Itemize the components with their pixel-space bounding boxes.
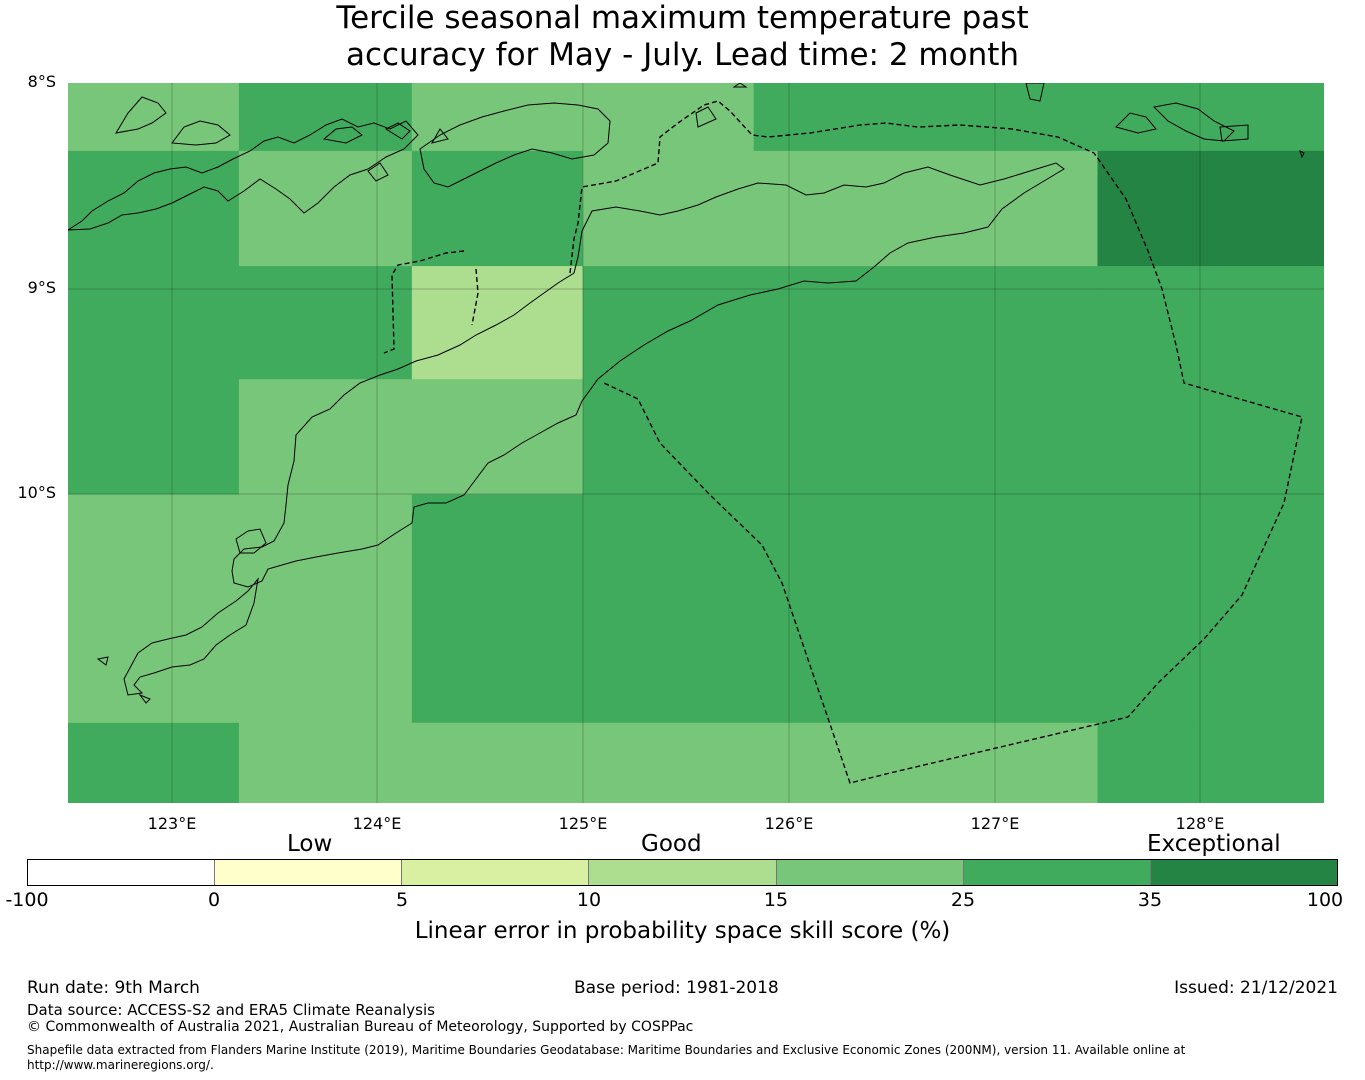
skill-cell (1097, 379, 1324, 495)
colorbar (27, 859, 1338, 886)
skill-cell (582, 494, 755, 724)
skill-cell (238, 266, 413, 380)
skill-cell (1097, 150, 1324, 267)
colorbar-tick: -100 (5, 889, 49, 911)
skill-cell (68, 494, 240, 724)
lon-label-124e: 124°E (352, 814, 402, 833)
skill-cell (926, 83, 1099, 152)
coastlines (68, 83, 1305, 704)
skill-cell (1097, 266, 1324, 380)
lon-label-127e: 127°E (970, 814, 1020, 833)
colorbar-tick: 5 (395, 889, 409, 911)
skill-cell (1097, 494, 1324, 724)
skill-cell (411, 83, 584, 152)
skill-cell (411, 494, 584, 724)
colorbar-segment (1150, 860, 1337, 885)
colorbar-tick: 100 (1306, 889, 1344, 911)
lon-label-126e: 126°E (764, 814, 814, 833)
skill-cell (753, 150, 928, 267)
skill-cell (582, 266, 755, 380)
skill-map (68, 83, 1324, 803)
colorbar-tick: 15 (763, 889, 789, 911)
colorbar-label: Linear error in probability space skill … (414, 918, 951, 944)
lon-label-123e: 123°E (147, 814, 197, 833)
skill-cell (753, 494, 928, 724)
skill-cell (238, 722, 413, 803)
data-source: Data source: ACCESS-S2 and ERA5 Climate … (27, 1001, 435, 1019)
shapefile-credit-line-2: http://www.marineregions.org/. (27, 1058, 214, 1072)
colorbar-segment (963, 860, 1151, 885)
skill-cell (68, 722, 240, 803)
legend-category-exceptional: Exceptional (1147, 831, 1281, 857)
skill-cell (411, 722, 584, 803)
skill-cell (753, 266, 928, 380)
skill-cell (582, 150, 755, 267)
skill-cell (1097, 722, 1324, 803)
legend-category-low: Low (287, 831, 333, 857)
skill-cell (68, 379, 240, 495)
skill-cell (411, 150, 584, 267)
lat-label-8s: 8°S (27, 72, 56, 91)
colorbar-segment (402, 860, 590, 885)
skill-cell (753, 379, 928, 495)
skill-cell (926, 722, 1099, 803)
skill-cell (926, 150, 1099, 267)
skill-cell (238, 379, 413, 495)
skill-cell (753, 722, 928, 803)
legend-category-good: Good (641, 831, 702, 857)
skill-cell (1097, 83, 1324, 152)
skill-cell (411, 379, 584, 495)
copyright: © Commonwealth of Australia 2021, Austra… (27, 1019, 694, 1035)
shapefile-credit-line-1: Shapefile data extracted from Flanders M… (27, 1043, 1186, 1057)
skill-cell (926, 379, 1099, 495)
lon-label-128e: 128°E (1175, 814, 1225, 833)
skill-grid (68, 83, 1324, 803)
title-line-2: accuracy for May - July. Lead time: 2 mo… (345, 37, 1020, 73)
skill-cell (582, 722, 755, 803)
lat-label-10s: 10°S (17, 483, 56, 502)
colorbar-tick: 35 (1137, 889, 1163, 911)
colorbar-segment (589, 860, 777, 885)
colorbar-tick: 10 (576, 889, 602, 911)
title-line-1: Tercile seasonal maximum temperature pas… (336, 0, 1029, 36)
skill-cell (582, 379, 755, 495)
skill-cell (238, 494, 413, 724)
colorbar-segment (776, 860, 964, 885)
skill-cell (238, 150, 413, 267)
base-period: Base period: 1981-2018 (574, 978, 779, 998)
colorbar-segment (28, 860, 216, 885)
shapefile-credit: Shapefile data extracted from Flanders M… (27, 1043, 1347, 1073)
skill-cell (68, 83, 240, 152)
map-title: Tercile seasonal maximum temperature pas… (0, 0, 1365, 74)
issued-date: Issued: 21/12/2021 (1174, 978, 1338, 998)
map-panel (68, 83, 1324, 803)
colorbar-tick: 25 (950, 889, 976, 911)
skill-cell (68, 266, 240, 380)
skill-cell (753, 83, 928, 152)
skill-cell (926, 266, 1099, 380)
lat-label-9s: 9°S (27, 278, 56, 297)
run-date: Run date: 9th March (27, 978, 200, 998)
colorbar-segment (215, 860, 403, 885)
graticule (68, 83, 1324, 803)
skill-cell (926, 494, 1099, 724)
maritime-boundary (383, 100, 1303, 784)
colorbar-tick: 0 (207, 889, 221, 911)
skill-cell (582, 83, 755, 152)
lon-label-125e: 125°E (558, 814, 608, 833)
